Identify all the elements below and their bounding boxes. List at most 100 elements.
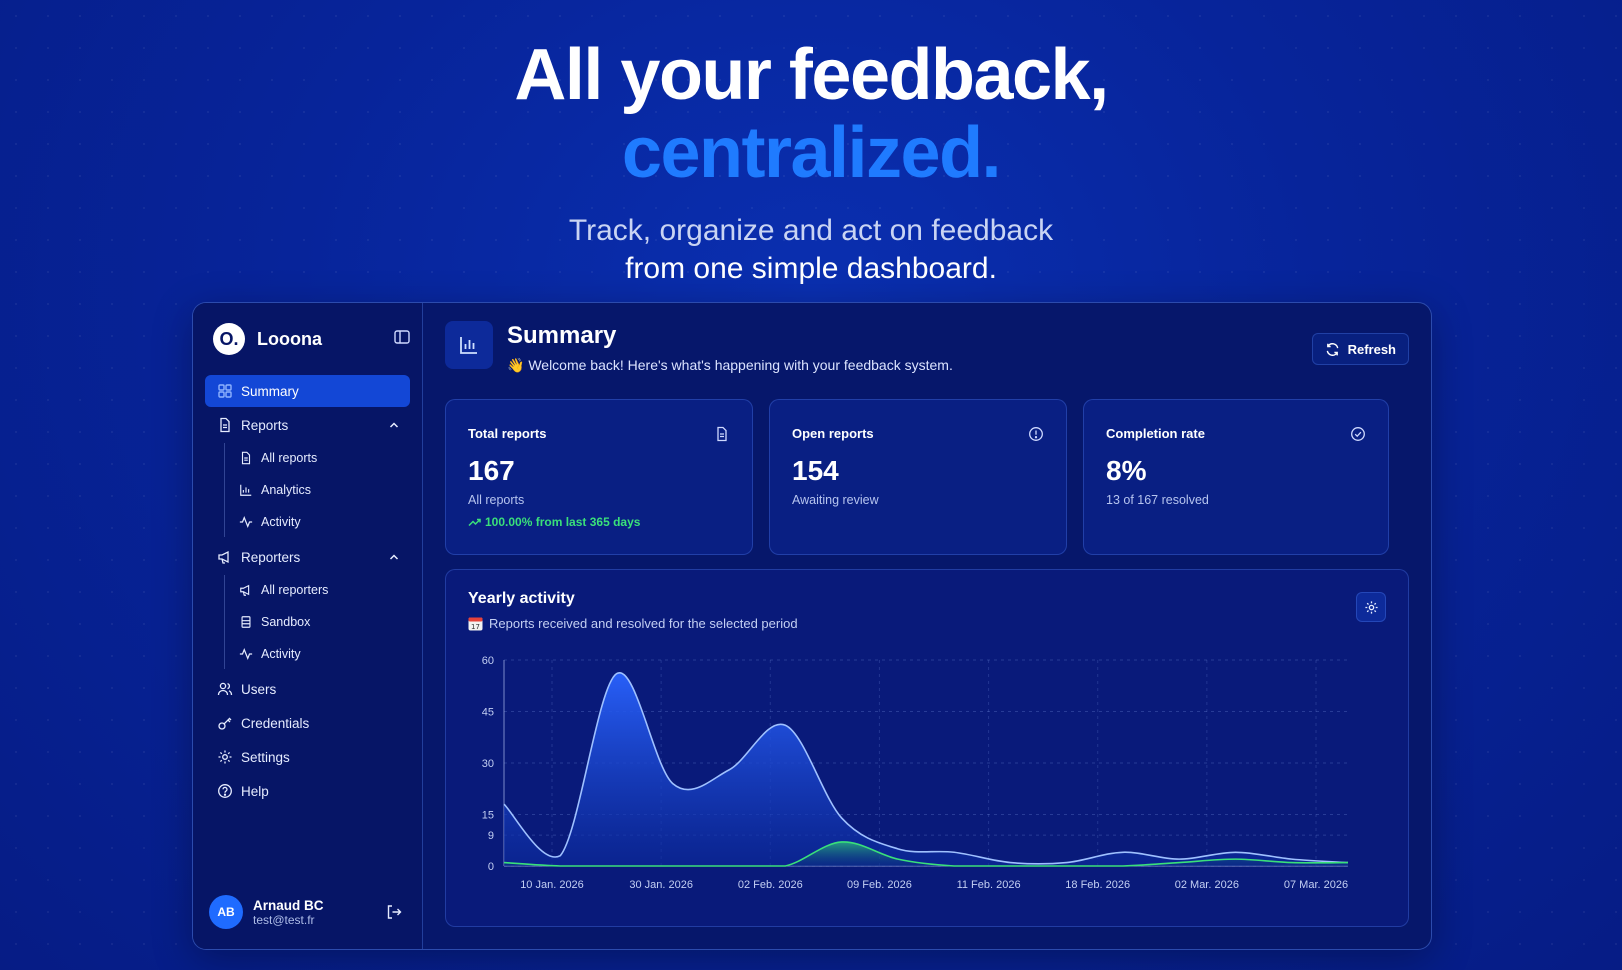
sidebar-item-analytics[interactable]: Analytics	[235, 475, 410, 505]
megaphone-icon	[240, 584, 250, 596]
trend-label: 100.00% from last 365 days	[485, 515, 641, 529]
sidebar-item-users[interactable]: Users	[205, 673, 410, 705]
sidebar-item-sandbox[interactable]: Sandbox	[235, 607, 410, 637]
sidebar-item-report-activity[interactable]: Activity	[235, 507, 410, 537]
x-tick-label: 10 Jan. 2026	[520, 879, 584, 891]
series-area	[504, 672, 1348, 866]
x-tick-label: 30 Jan. 2026	[629, 879, 693, 891]
activity-icon	[239, 647, 253, 661]
page-header: Summary 👋 Welcome back! Here's what's ha…	[445, 321, 1409, 399]
x-tick-label: 18 Feb. 2026	[1065, 879, 1130, 891]
activity-icon	[239, 515, 253, 529]
card-value: 167	[468, 455, 515, 486]
sidebar-item-summary[interactable]: Summary	[205, 375, 410, 407]
sidebar-item-label: Sandbox	[261, 615, 311, 629]
sidebar-item-reporters[interactable]: Reporters	[205, 541, 410, 573]
brand[interactable]: O. Looona	[193, 303, 422, 375]
sidebar-item-all-reporters[interactable]: All reporters	[235, 575, 410, 605]
hero-subtitle-2: from one simple dashboard.	[625, 252, 997, 285]
sidebar-item-reporter-activity[interactable]: Activity	[235, 639, 410, 669]
sidebar-item-help[interactable]: Help	[205, 775, 410, 807]
sidebar-item-label: Users	[241, 681, 277, 697]
y-tick-label: 9	[488, 830, 494, 842]
trending-up-icon	[468, 518, 481, 527]
card-title: Completion rate	[1106, 426, 1205, 441]
sidebar-item-settings[interactable]: Settings	[205, 741, 410, 773]
series-line	[503, 841, 1349, 867]
chart-subtitle: Reports received and resolved for the se…	[489, 616, 798, 631]
sandbox-icon	[241, 616, 251, 628]
reports-submenu: All reports Analytics Activity	[224, 443, 410, 537]
sidebar-item-label: Reporters	[241, 549, 301, 565]
chart-icon	[240, 484, 252, 496]
user-profile[interactable]: AB Arnaud BC test@test.fr	[209, 895, 410, 929]
megaphone-icon	[218, 550, 229, 564]
hero-subtitle-1: Track, organize and act on feedback	[568, 214, 1054, 247]
chevron-up-icon[interactable]	[388, 419, 400, 431]
refresh-icon	[1326, 342, 1338, 356]
dashboard-window: O. Looona Summary Reports All reports	[192, 302, 1432, 950]
sidebar-item-label: Analytics	[261, 483, 312, 497]
sidebar: O. Looona Summary Reports All reports	[193, 303, 423, 949]
sidebar-item-label: Activity	[261, 647, 301, 661]
card-value: 154	[792, 455, 839, 486]
page-subtitle: 👋 Welcome back! Here's what's happening …	[507, 357, 953, 373]
y-tick-label: 15	[482, 810, 494, 822]
x-tick-label: 11 Feb. 2026	[957, 879, 1021, 891]
stat-card-open-reports: Open reports 154 Awaiting review	[769, 399, 1067, 555]
sidebar-item-credentials[interactable]: Credentials	[205, 707, 410, 739]
user-name: Arnaud BC	[253, 897, 324, 913]
sidebar-item-label: Summary	[241, 383, 299, 399]
y-tick-label: 30	[482, 758, 494, 770]
sidebar-item-reports[interactable]: Reports	[205, 409, 410, 441]
card-subtitle: Awaiting review	[792, 493, 879, 507]
logo: O.	[213, 323, 245, 355]
sidebar-item-label: All reporters	[261, 583, 329, 597]
stat-card-completion-rate: Completion rate 8% 13 of 167 resolved	[1083, 399, 1389, 555]
reporters-submenu: All reporters Sandbox Activity	[224, 575, 410, 669]
bar-chart-icon	[445, 321, 493, 369]
main-content: Summary 👋 Welcome back! Here's what's ha…	[423, 303, 1431, 949]
series-area	[504, 841, 1348, 866]
x-tick-label: 07 Mar. 2026	[1284, 879, 1348, 891]
sidebar-item-label: Reports	[241, 417, 289, 433]
sidebar-item-all-reports[interactable]: All reports	[235, 443, 410, 473]
refresh-button[interactable]: Refresh	[1311, 333, 1409, 365]
sidebar-item-label: Help	[241, 783, 269, 799]
sidebar-toggle-icon[interactable]	[394, 330, 410, 344]
y-tick-label: 45	[482, 707, 494, 719]
document-icon	[717, 426, 727, 442]
user-email: test@test.fr	[253, 912, 315, 927]
stat-card-total-reports: Total reports 167 All reports 100.00% fr…	[445, 399, 753, 555]
stat-cards: Total reports 167 All reports 100.00% fr…	[445, 399, 1409, 555]
refresh-label: Refresh	[1347, 341, 1396, 357]
chevron-up-icon[interactable]	[388, 551, 400, 563]
help-icon	[218, 784, 232, 798]
chart-settings-button[interactable]	[1356, 592, 1386, 622]
chart-title: Yearly activity	[468, 590, 575, 607]
hero: All your feedback, centralized. Track, o…	[0, 36, 1622, 288]
sidebar-item-label: Activity	[261, 515, 301, 529]
sidebar-item-label: All reports	[261, 451, 318, 465]
logout-icon[interactable]	[386, 904, 402, 920]
card-title: Open reports	[792, 426, 874, 441]
x-tick-label: 02 Mar. 2026	[1175, 879, 1239, 891]
page-title: Summary	[507, 322, 617, 349]
y-tick-label: 0	[488, 861, 494, 873]
sidebar-item-label: Settings	[241, 749, 290, 765]
grid-icon	[218, 384, 232, 398]
gear-icon	[218, 750, 232, 764]
card-subtitle: All reports	[468, 493, 525, 507]
hero-title: All your feedback,	[514, 35, 1109, 115]
hero-accent: centralized.	[621, 113, 1002, 193]
check-circle-icon	[1351, 427, 1365, 441]
y-tick-label: 60	[482, 655, 494, 667]
x-tick-label: 09 Feb. 2026	[847, 879, 912, 891]
document-icon	[241, 451, 251, 465]
users-icon	[217, 682, 233, 696]
series-line	[503, 672, 1349, 865]
sidebar-nav: Summary Reports All reports Analytics	[193, 375, 422, 807]
key-icon	[218, 717, 232, 730]
chart-subtitle-row: 17 Reports received and resolved for the…	[468, 616, 1386, 631]
document-icon	[220, 417, 230, 433]
